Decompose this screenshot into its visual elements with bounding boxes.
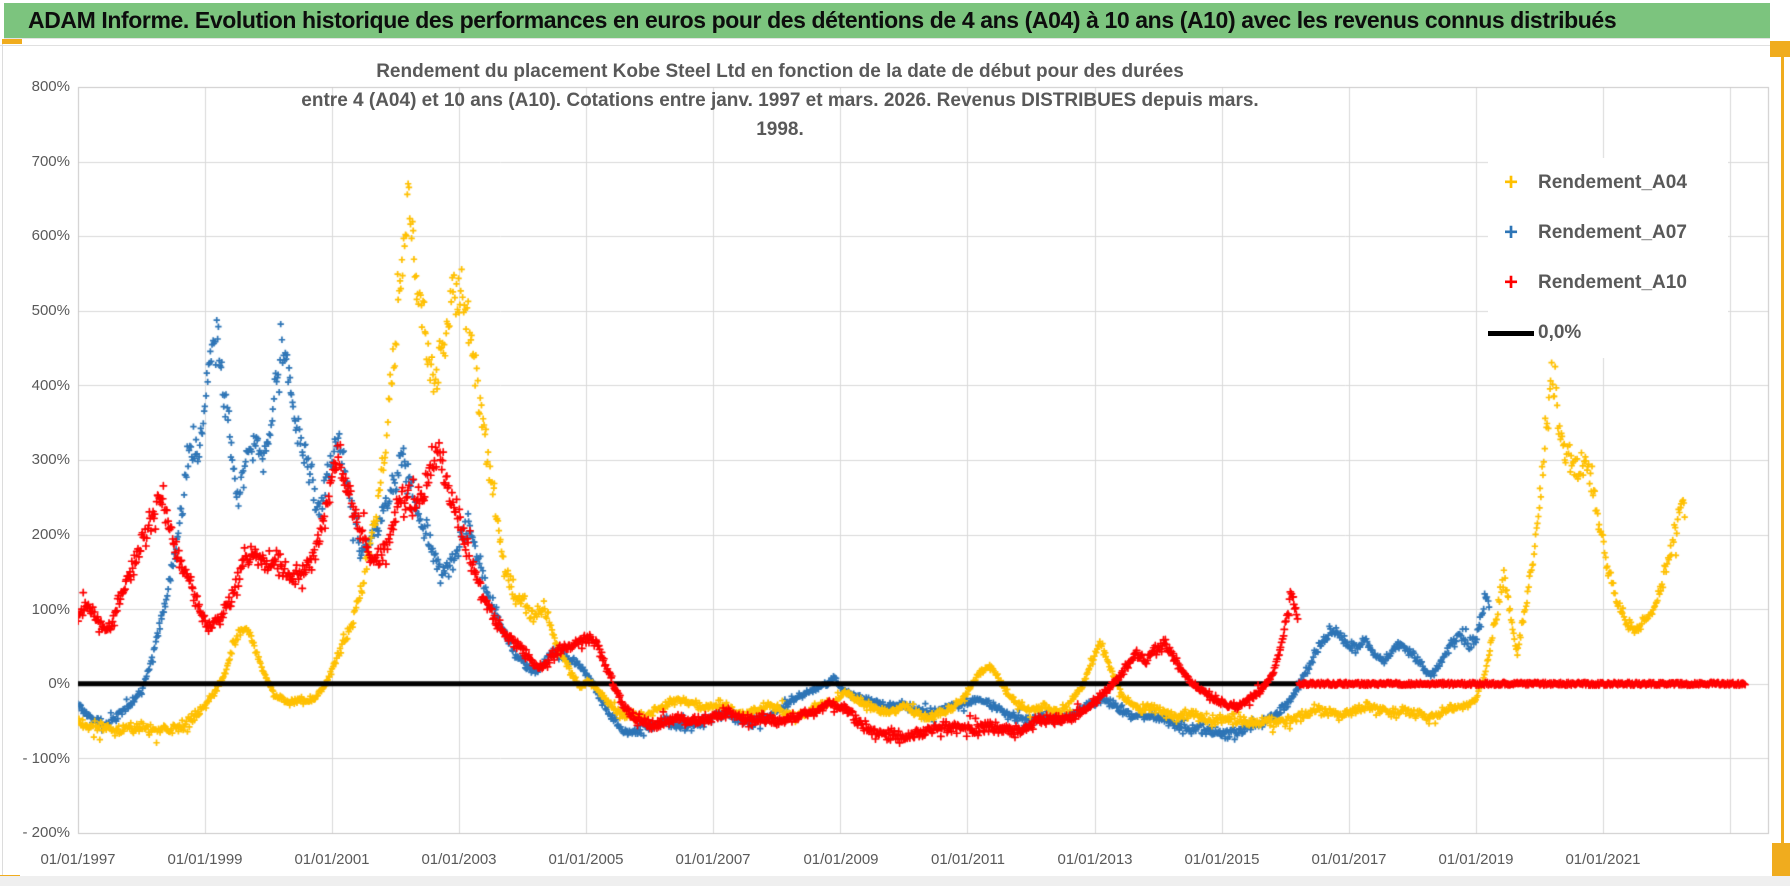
- x-tick-label: 01/01/2017: [1311, 851, 1387, 868]
- y-tick-label: 0%: [48, 675, 70, 692]
- chart-title: Rendement du placement Kobe Steel Ltd en…: [275, 57, 1285, 144]
- x-tick-label: 01/01/2009: [803, 851, 879, 868]
- x-tick-label: 01/01/1997: [40, 851, 116, 868]
- line-swatch-icon: [1488, 330, 1534, 336]
- y-tick-label: 200%: [31, 526, 70, 543]
- legend-item-a10[interactable]: + Rendement_A10: [1488, 258, 1728, 308]
- x-tick-label: 01/01/2005: [548, 851, 624, 868]
- y-tick-label: 600%: [31, 227, 70, 244]
- x-tick-label: 01/01/1999: [167, 851, 243, 868]
- y-tick-label: 400%: [31, 377, 70, 394]
- gold-accent-top-right: [1770, 41, 1790, 57]
- x-tick-label: 01/01/2021: [1565, 851, 1641, 868]
- gold-accent-banner-left: [2, 39, 22, 44]
- x-tick-label: 01/01/2003: [421, 851, 497, 868]
- legend-item-a04[interactable]: + Rendement_A04: [1488, 158, 1728, 208]
- gold-accent-right-line: [1781, 44, 1784, 879]
- legend-item-a07[interactable]: + Rendement_A07: [1488, 208, 1728, 258]
- legend-label: Rendement_A10: [1538, 272, 1687, 293]
- y-tick-label: 800%: [31, 78, 70, 95]
- x-tick-label: 01/01/2007: [675, 851, 751, 868]
- chart-title-line1: Rendement du placement Kobe Steel Ltd en…: [376, 61, 1184, 82]
- legend-item-zero-line[interactable]: 0,0%: [1488, 308, 1728, 358]
- x-tick-label: 01/01/2015: [1184, 851, 1260, 868]
- chart-title-line2: entre 4 (A04) et 10 ans (A10). Cotations…: [301, 90, 1259, 140]
- x-tick-label: 01/01/2011: [931, 851, 1005, 868]
- chart-legend[interactable]: + Rendement_A04 + Rendement_A07 + Rendem…: [1488, 158, 1728, 358]
- x-tick-label: 01/01/2001: [294, 851, 370, 868]
- y-tick-label: 700%: [31, 153, 70, 170]
- plus-marker-icon: +: [1503, 169, 1518, 196]
- legend-label: Rendement_A07: [1538, 222, 1687, 243]
- y-tick-label: - 200%: [22, 824, 70, 841]
- y-tick-label: 100%: [31, 601, 70, 618]
- bottom-strip: [0, 876, 1790, 886]
- y-tick-label: 300%: [31, 451, 70, 468]
- x-tick-label: 01/01/2013: [1057, 851, 1133, 868]
- y-tick-label: 500%: [31, 302, 70, 319]
- gold-accent-bottom-right: [1772, 843, 1790, 880]
- plus-marker-icon: +: [1503, 269, 1518, 296]
- legend-label: 0,0%: [1538, 322, 1582, 343]
- y-tick-label: - 100%: [22, 750, 70, 767]
- legend-label: Rendement_A04: [1538, 172, 1687, 193]
- x-tick-label: 01/01/2019: [1438, 851, 1514, 868]
- plus-marker-icon: +: [1503, 219, 1518, 246]
